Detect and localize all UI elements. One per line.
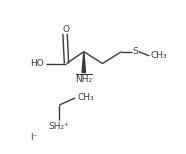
Text: I⁻: I⁻ bbox=[30, 133, 37, 142]
Text: HO: HO bbox=[30, 59, 44, 68]
Polygon shape bbox=[82, 52, 86, 72]
Text: CH₃: CH₃ bbox=[77, 93, 94, 102]
Text: CH₃: CH₃ bbox=[151, 51, 167, 60]
Text: O: O bbox=[62, 25, 69, 34]
Text: NH₂: NH₂ bbox=[75, 75, 92, 84]
Text: SH₂⁺: SH₂⁺ bbox=[49, 122, 70, 131]
Text: S: S bbox=[132, 47, 138, 56]
